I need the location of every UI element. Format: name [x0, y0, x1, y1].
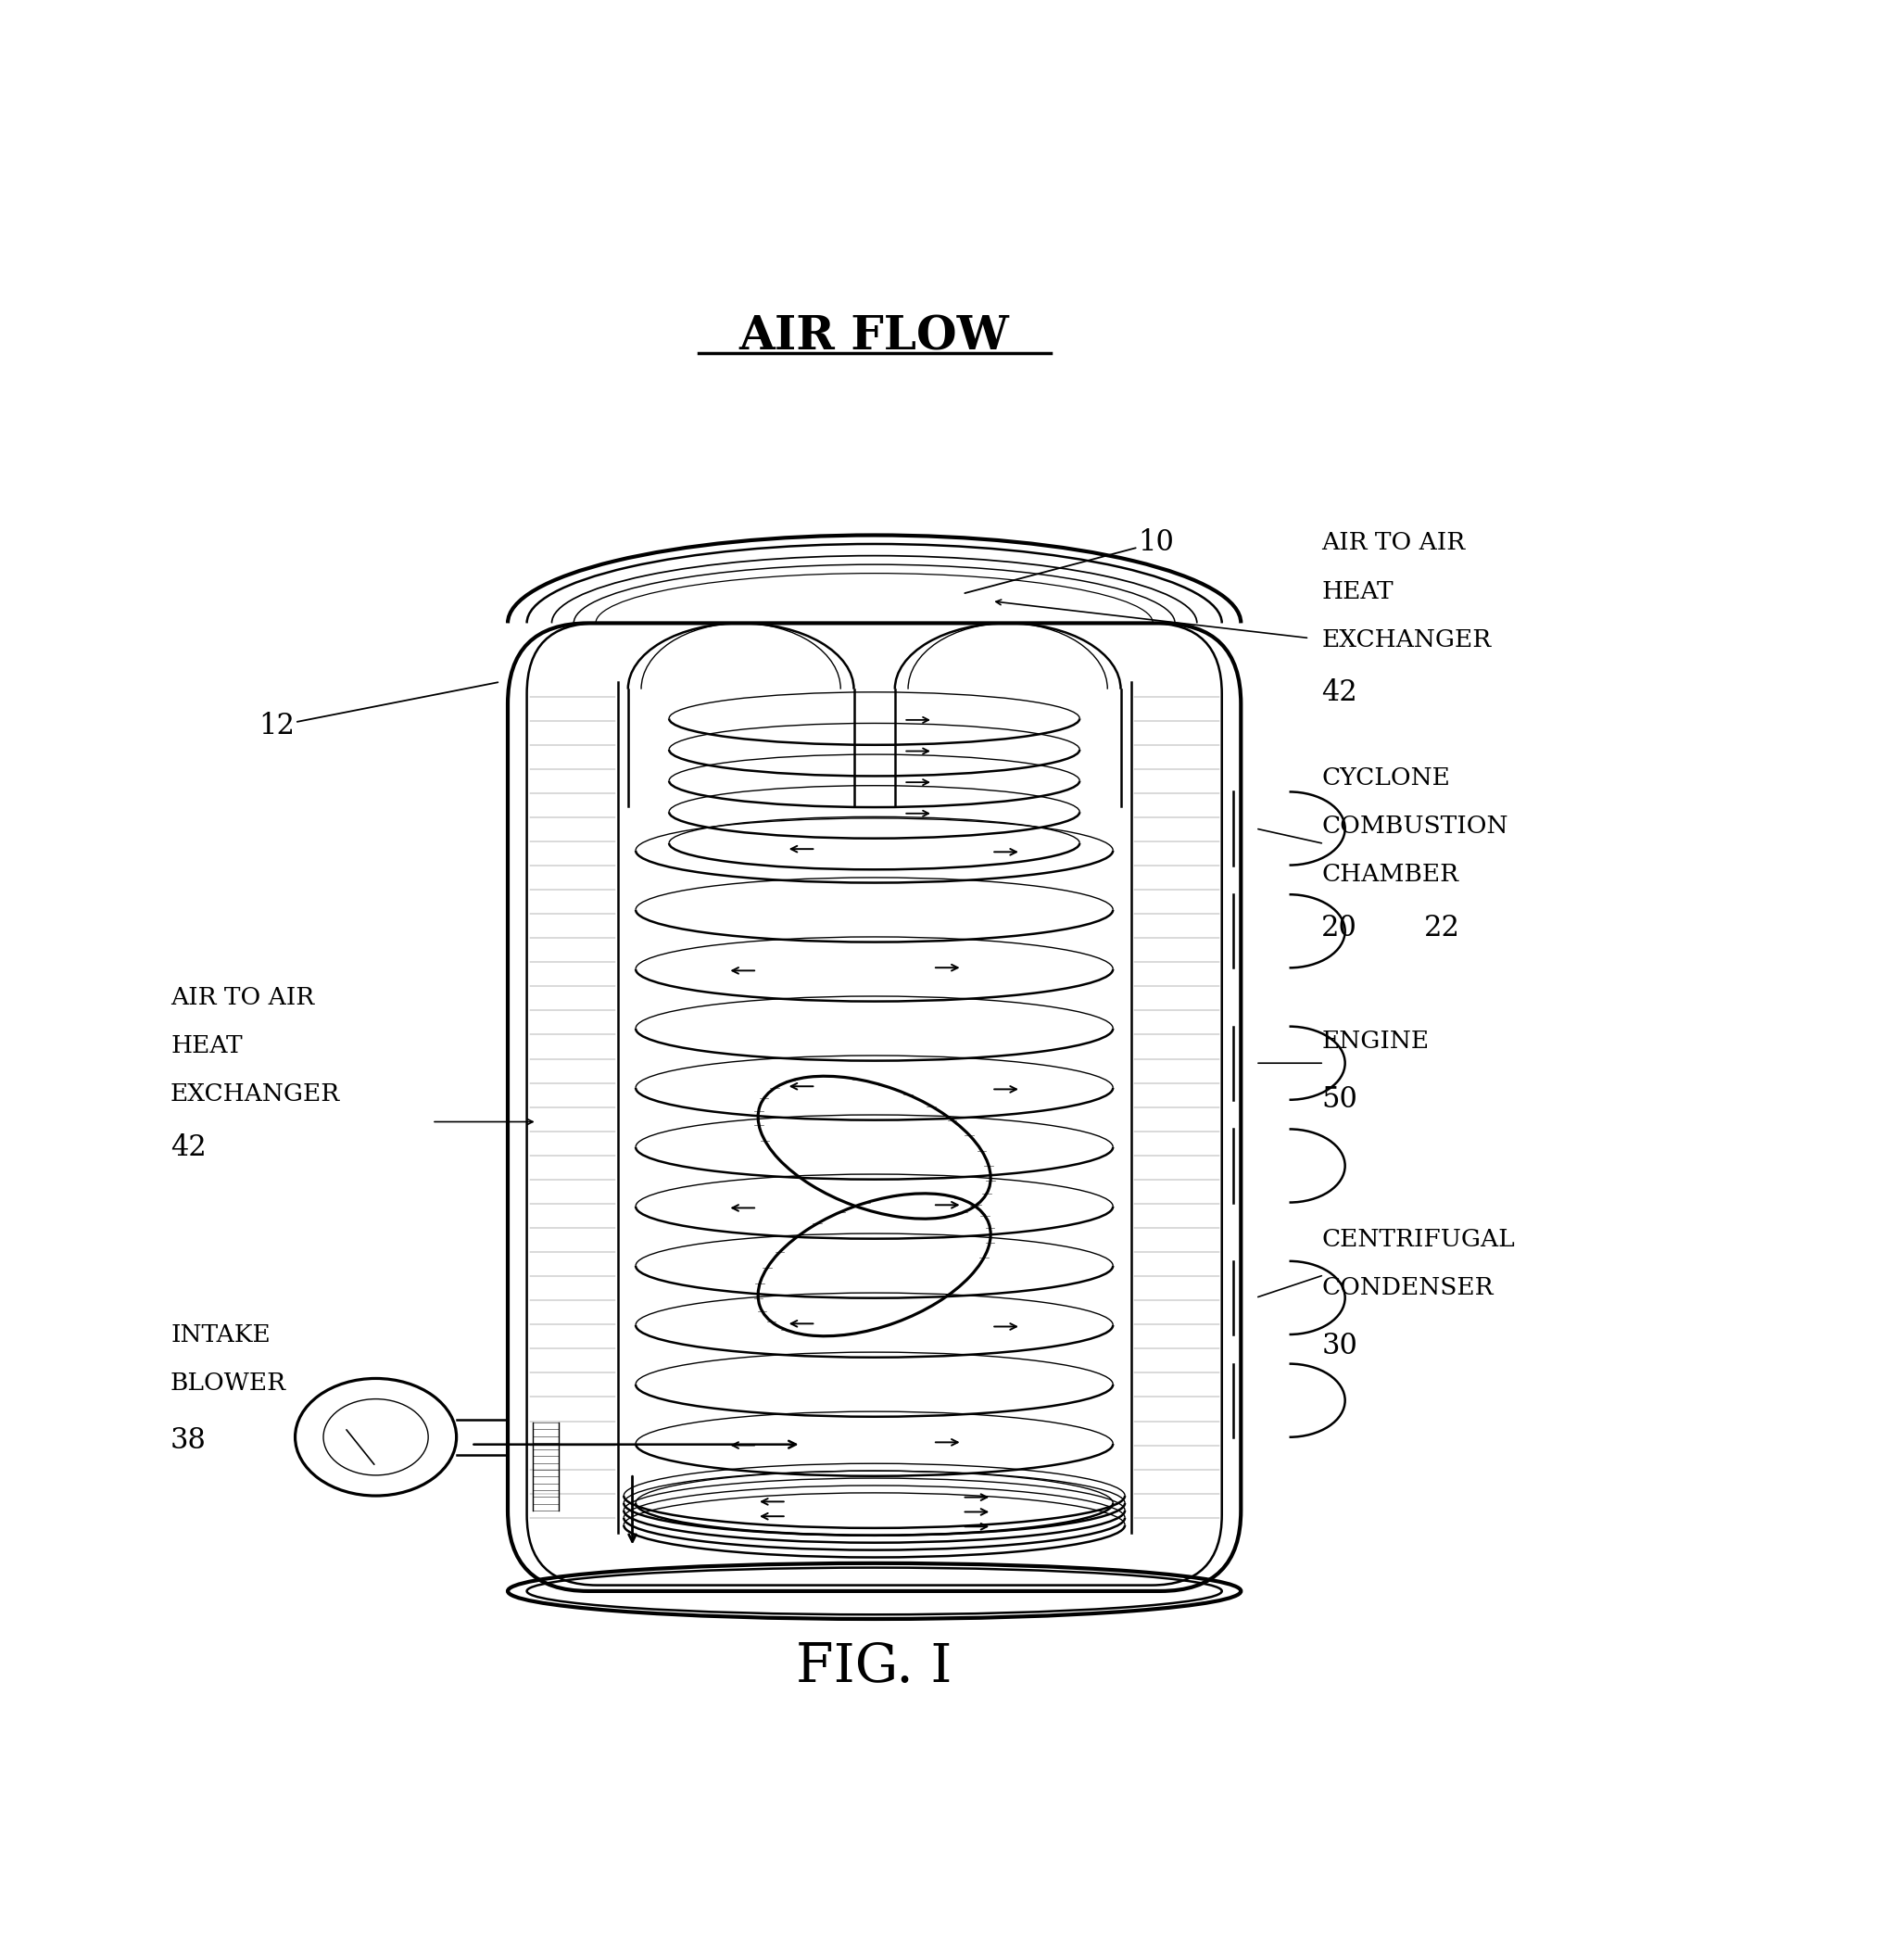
Text: 42: 42 — [1321, 678, 1357, 708]
Text: 30: 30 — [1321, 1331, 1358, 1360]
Text: 38: 38 — [170, 1427, 206, 1456]
Text: BLOWER: BLOWER — [170, 1372, 286, 1396]
Text: EXCHANGER: EXCHANGER — [1321, 627, 1491, 651]
Text: CHAMBER: CHAMBER — [1321, 862, 1459, 886]
Text: 20: 20 — [1321, 913, 1358, 943]
Text: 10: 10 — [965, 527, 1175, 594]
Text: COMBUSTION: COMBUSTION — [1321, 813, 1508, 837]
Text: 12: 12 — [259, 682, 498, 741]
Text: INTAKE: INTAKE — [170, 1323, 271, 1347]
Text: ENGINE: ENGINE — [1321, 1029, 1428, 1053]
Text: AIR TO AIR: AIR TO AIR — [1321, 531, 1464, 555]
Text: AIR FLOW: AIR FLOW — [740, 314, 1010, 361]
Text: HEAT: HEAT — [1321, 580, 1394, 604]
Text: FIG. I: FIG. I — [797, 1641, 952, 1693]
Text: 42: 42 — [170, 1133, 206, 1162]
Text: CENTRIFUGAL: CENTRIFUGAL — [1321, 1227, 1515, 1250]
Text: AIR TO AIR: AIR TO AIR — [170, 986, 314, 1009]
Text: CYCLONE: CYCLONE — [1321, 766, 1451, 790]
Text: EXCHANGER: EXCHANGER — [170, 1082, 341, 1105]
Text: CONDENSER: CONDENSER — [1321, 1276, 1493, 1299]
Text: HEAT: HEAT — [170, 1035, 242, 1058]
Text: 22: 22 — [1425, 913, 1461, 943]
Text: 50: 50 — [1321, 1086, 1358, 1113]
